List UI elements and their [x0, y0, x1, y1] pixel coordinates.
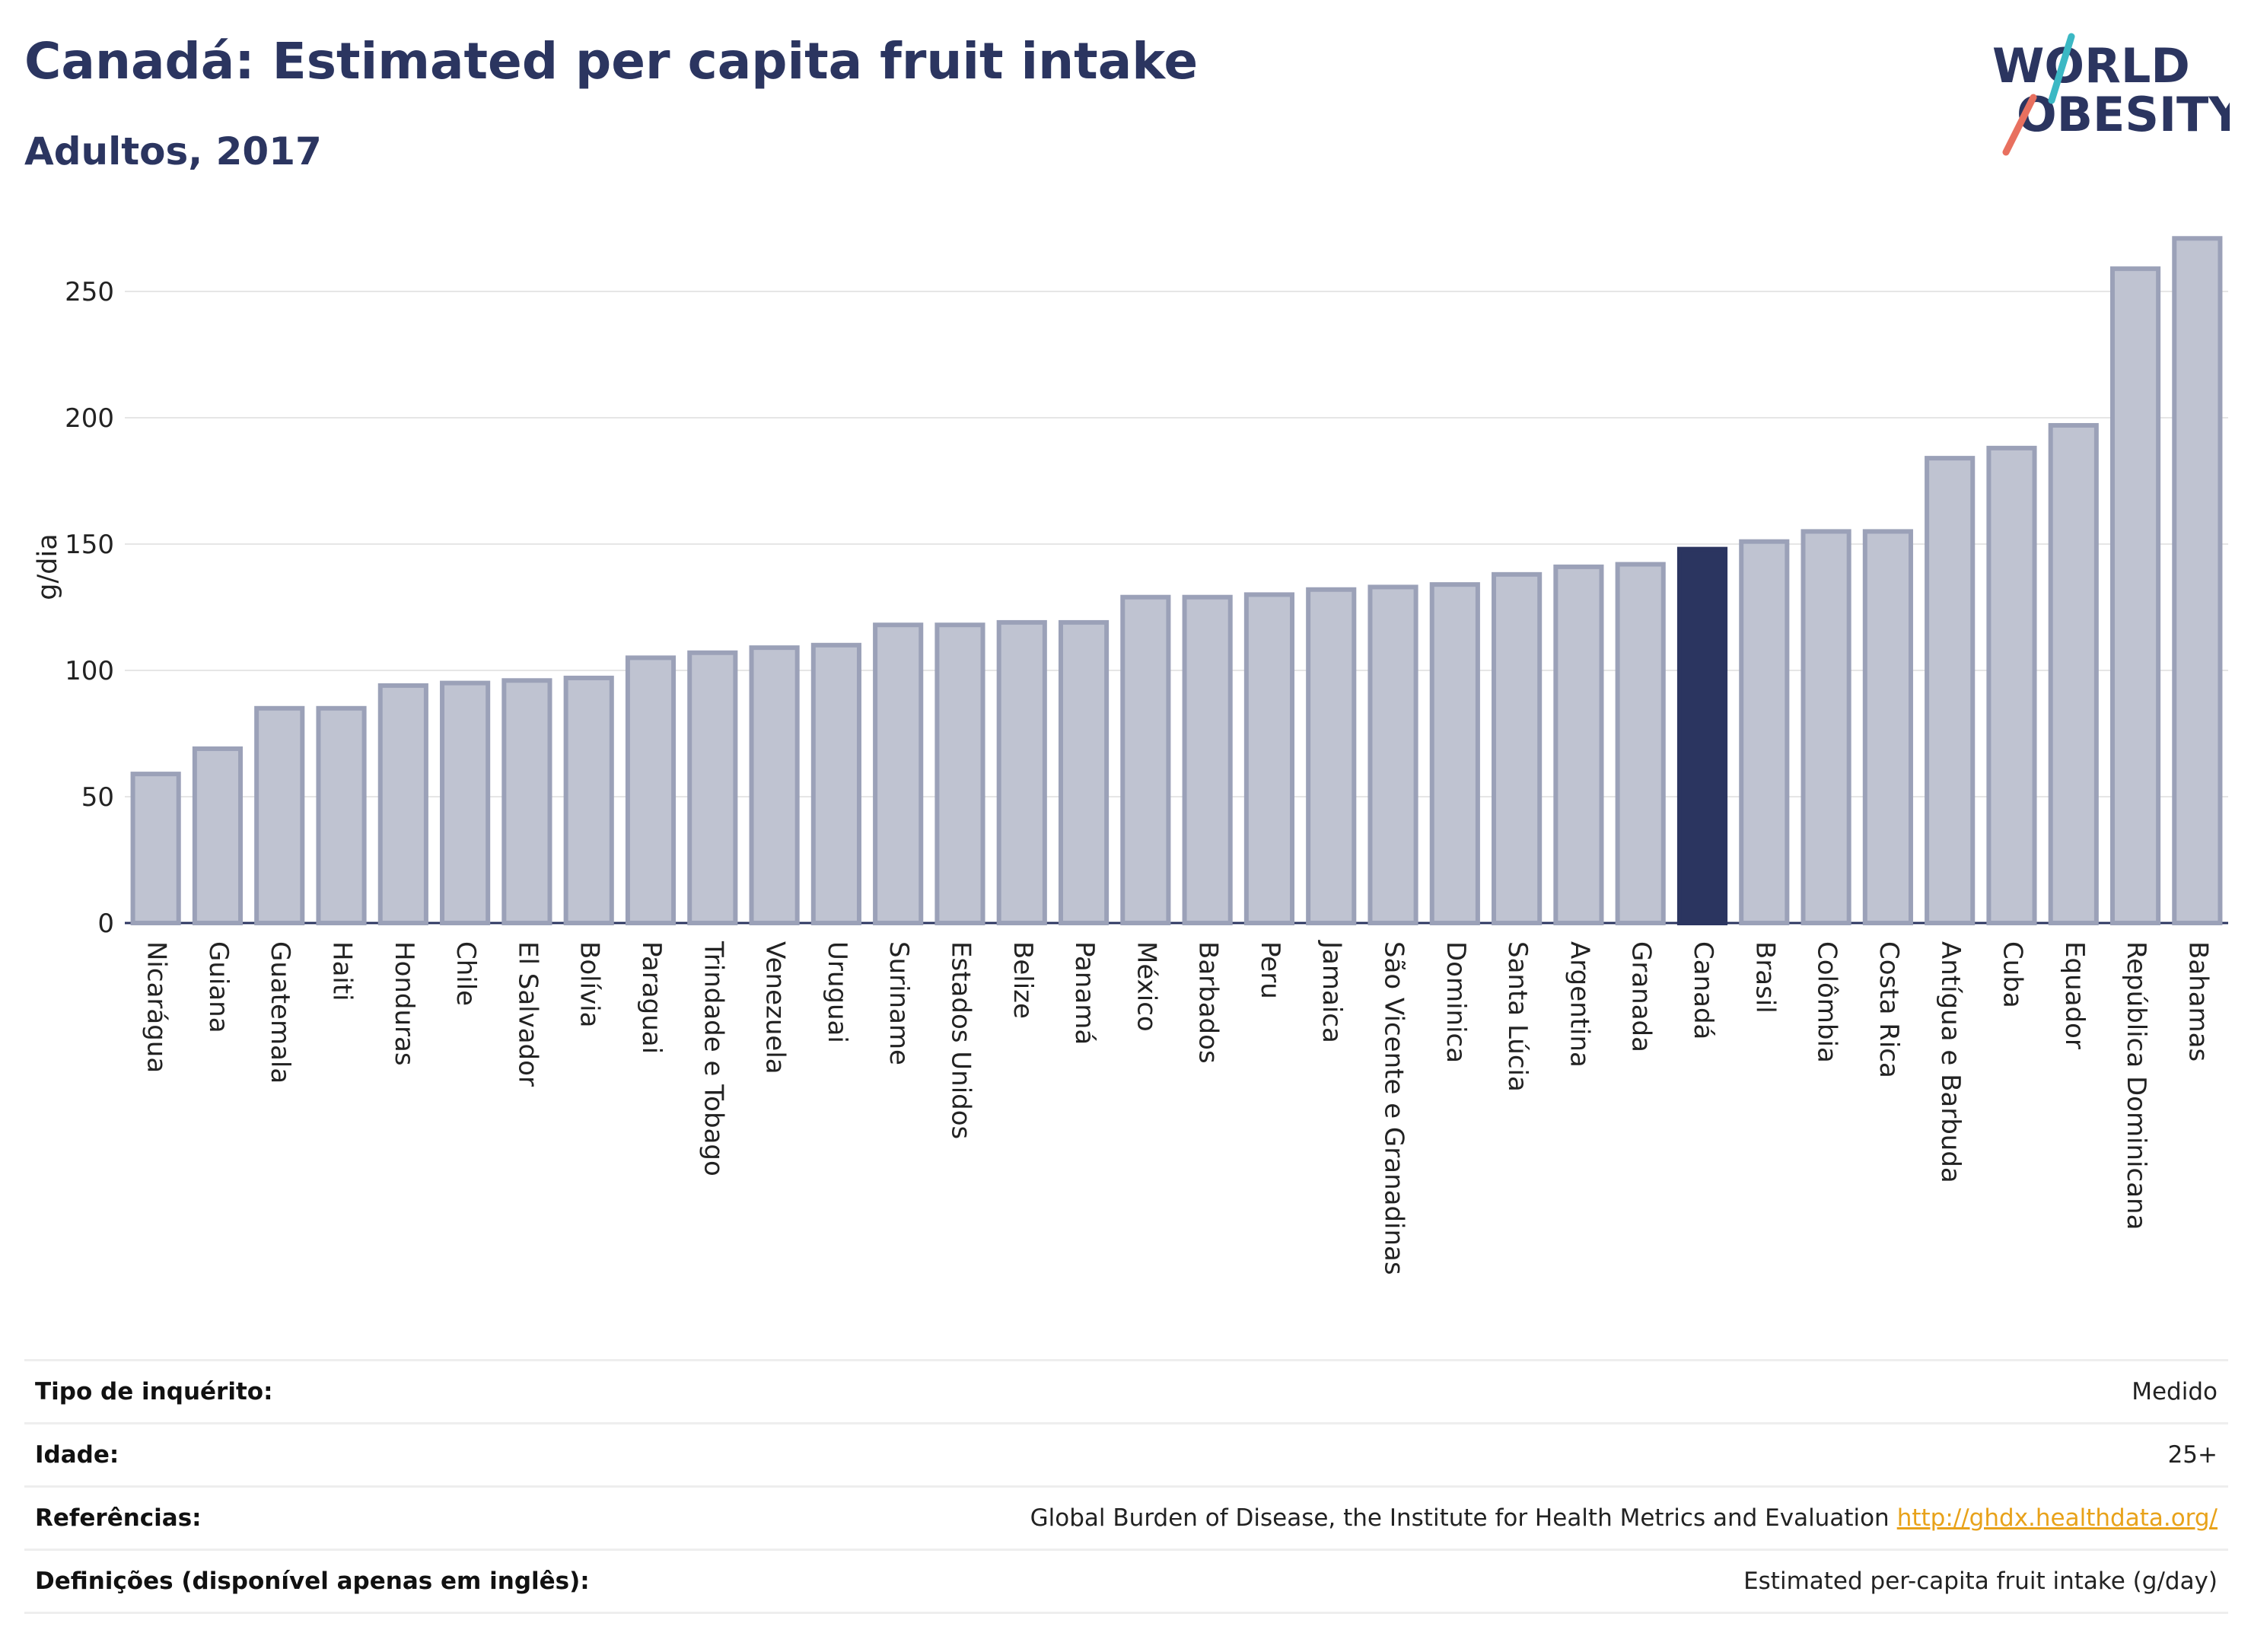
- logo-slash-red: [2002, 94, 2037, 156]
- bar-chart: 0 50 100 150 200 250 Nicarágua Guiana Guatemala…: [33, 236, 2228, 1275]
- bar[interactable]: [563, 675, 614, 926]
- bar[interactable]: [1925, 456, 1976, 925]
- x-tick-label: Cuba: [1997, 941, 2027, 1008]
- bar[interactable]: [996, 619, 1047, 925]
- bar[interactable]: [2109, 266, 2161, 926]
- x-tick-label: Trindade e Tobago: [698, 941, 728, 1176]
- x-tick-label: Equador: [2059, 941, 2090, 1049]
- x-tick-label: Costa Rica: [1874, 941, 1904, 1078]
- bar[interactable]: [1120, 594, 1171, 925]
- definitions-value: Estimated per-capita fruit intake (g/day…: [1743, 1568, 2218, 1595]
- x-tick-label: Brasil: [1750, 941, 1780, 1014]
- logo-world-text: WORLD: [1992, 38, 2190, 94]
- age-value: 25+: [2167, 1441, 2218, 1469]
- chart-title: Canadá: Estimated per capita fruit intak…: [24, 32, 1199, 91]
- x-tick-label: Canadá: [1688, 941, 1718, 1039]
- survey-type-label: Tipo de inquérito:: [35, 1378, 273, 1405]
- bar[interactable]: [625, 655, 677, 926]
- x-tick-label: Santa Lúcia: [1502, 941, 1533, 1092]
- x-tick-label: Haiti: [327, 941, 358, 1001]
- x-tick-label: El Salvador: [512, 941, 543, 1087]
- bar[interactable]: [1862, 529, 1913, 925]
- references-label: Referências:: [35, 1504, 202, 1532]
- x-tick-label: Paraguai: [636, 941, 667, 1054]
- bar[interactable]: [130, 772, 181, 925]
- bar[interactable]: [687, 650, 738, 925]
- bar[interactable]: [2048, 422, 2099, 925]
- y-tick-label: 250: [65, 277, 114, 307]
- chart-subtitle: Adultos, 2017: [24, 129, 322, 173]
- y-tick-label: 50: [81, 782, 114, 813]
- survey-type-value: Medido: [2132, 1378, 2218, 1405]
- x-tick-label: Antígua e Barbuda: [1935, 941, 1966, 1183]
- x-tick-label: México: [1131, 941, 1161, 1032]
- y-tick-label: 100: [65, 656, 114, 686]
- info-row-references: Referências: Global Burden of Disease, t…: [24, 1488, 2228, 1551]
- bar[interactable]: [1243, 592, 1295, 926]
- bar[interactable]: [1429, 582, 1480, 925]
- info-row-definitions: Definições (disponível apenas em inglês)…: [24, 1551, 2228, 1614]
- bar[interactable]: [1986, 445, 2037, 925]
- bar[interactable]: [377, 683, 428, 925]
- x-tick-label: Venezuela: [760, 941, 791, 1074]
- bar[interactable]: [934, 622, 985, 925]
- x-tick-label: Guiana: [203, 941, 234, 1033]
- references-value: Global Burden of Disease, the Institute …: [1030, 1504, 2218, 1532]
- bar[interactable]: [810, 642, 861, 925]
- bar[interactable]: [1553, 564, 1604, 925]
- x-tick-label: Panamá: [1069, 941, 1100, 1045]
- x-tick-label: Suriname: [884, 941, 914, 1065]
- x-tick-label: Belize: [1008, 941, 1038, 1019]
- x-tick-label: Peru: [1255, 941, 1285, 999]
- logo-obesity-text: OBESITY: [2017, 87, 2230, 142]
- bar[interactable]: [316, 705, 367, 925]
- x-tick-label: Guatemala: [265, 941, 295, 1084]
- y-tick-label: 200: [65, 403, 114, 434]
- x-tick-label: Colômbia: [1812, 941, 1842, 1063]
- info-row-survey-type: Tipo de inquérito: Medido: [24, 1361, 2228, 1424]
- bar[interactable]: [1800, 529, 1851, 925]
- bar-highlighted[interactable]: [1676, 546, 1728, 925]
- bar[interactable]: [749, 645, 800, 925]
- x-tick-label: Granada: [1626, 941, 1657, 1052]
- y-axis-label: g/dia: [33, 533, 63, 600]
- x-tick-label: República Dominicana: [2121, 941, 2151, 1230]
- bar[interactable]: [1367, 584, 1418, 925]
- info-row-age: Idade: 25+: [24, 1424, 2228, 1488]
- bar[interactable]: [873, 622, 924, 925]
- bar[interactable]: [1615, 562, 1666, 925]
- bar[interactable]: [2172, 236, 2223, 925]
- x-tick-label: Dominica: [1441, 941, 1471, 1063]
- x-tick-label: Barbados: [1193, 941, 1224, 1064]
- y-tick-label: 150: [65, 530, 114, 560]
- info-table: Tipo de inquérito: Medido Idade: 25+ Ref…: [24, 1359, 2228, 1614]
- definitions-label: Definições (disponível apenas em inglês)…: [35, 1568, 590, 1595]
- bar[interactable]: [1306, 587, 1357, 925]
- references-text: Global Burden of Disease, the Institute …: [1030, 1504, 1890, 1532]
- age-label: Idade:: [35, 1441, 119, 1469]
- bar[interactable]: [501, 678, 552, 926]
- bar[interactable]: [1058, 619, 1110, 925]
- bar[interactable]: [192, 746, 244, 925]
- bar[interactable]: [1182, 594, 1233, 925]
- x-tick-label: Jamaica: [1317, 940, 1347, 1043]
- x-tick-label: Nicarágua: [142, 941, 172, 1073]
- x-tick-label: Bolívia: [575, 941, 605, 1027]
- x-tick-label: Bahamas: [2183, 941, 2213, 1062]
- x-tick-label: Chile: [451, 941, 481, 1006]
- x-tick-label: Argentina: [1564, 941, 1594, 1068]
- x-tick-label: Uruguai: [822, 941, 852, 1043]
- world-obesity-logo[interactable]: WORLD OBESITY: [1986, 30, 2230, 160]
- bar[interactable]: [440, 680, 491, 925]
- references-link[interactable]: http://ghdx.healthdata.org/: [1896, 1504, 2218, 1532]
- y-tick-label: 0: [97, 909, 114, 939]
- bar[interactable]: [1492, 571, 1543, 925]
- bar[interactable]: [1739, 539, 1790, 925]
- x-tick-label: São Vicente e Granadinas: [1379, 941, 1409, 1275]
- x-tick-label: Honduras: [389, 941, 419, 1066]
- x-tick-label: Estados Unidos: [945, 941, 976, 1139]
- bar[interactable]: [254, 705, 305, 925]
- logo-slash-teal: [2048, 33, 2075, 104]
